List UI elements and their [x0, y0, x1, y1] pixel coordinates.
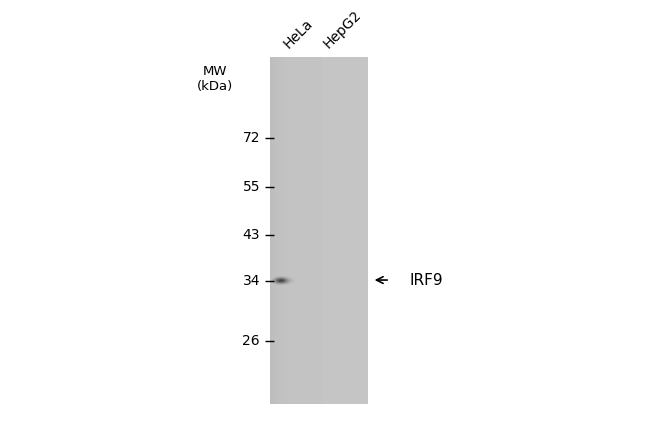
Text: IRF9: IRF9 — [410, 273, 443, 287]
Text: MW
(kDa): MW (kDa) — [196, 65, 233, 93]
Text: 26: 26 — [242, 334, 260, 348]
Text: 55: 55 — [242, 181, 260, 195]
Text: HeLa: HeLa — [281, 16, 316, 51]
Text: HepG2: HepG2 — [320, 8, 363, 51]
Text: 72: 72 — [242, 132, 260, 146]
Text: 43: 43 — [242, 228, 260, 242]
Text: 34: 34 — [242, 274, 260, 288]
